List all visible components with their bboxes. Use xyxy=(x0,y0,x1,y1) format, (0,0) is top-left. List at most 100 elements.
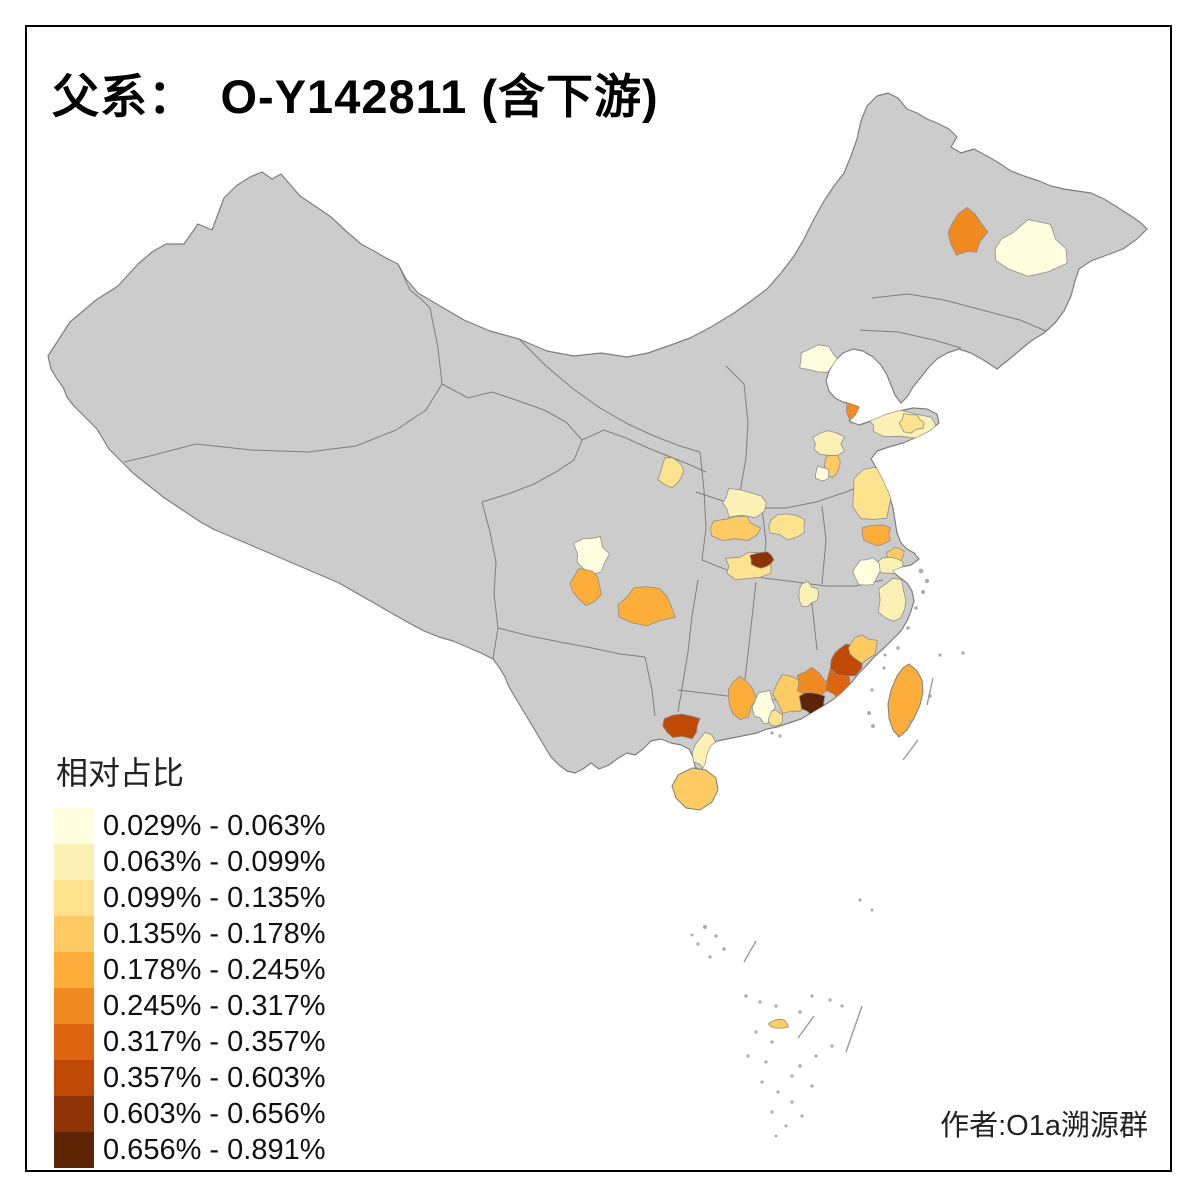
province-border-line xyxy=(821,505,827,585)
province-border-line xyxy=(497,627,646,658)
sea-boundary-dash xyxy=(926,677,934,706)
sea-boundary-dash xyxy=(845,1005,863,1053)
map-region xyxy=(947,206,989,256)
legend-label: 0.603% - 0.656% xyxy=(103,1097,326,1130)
legend-swatch xyxy=(54,808,94,844)
legend-swatch xyxy=(54,844,94,880)
islet-dot xyxy=(867,711,871,715)
map-region xyxy=(662,713,701,740)
legend-title: 相对占比 xyxy=(56,755,185,791)
islet-dot xyxy=(828,998,832,1002)
map-region xyxy=(710,515,762,541)
sea-boundary-dash xyxy=(902,739,919,761)
islet-dot xyxy=(760,1080,764,1084)
province-border-line xyxy=(699,451,707,561)
islet-dot xyxy=(798,1064,802,1068)
map-region xyxy=(877,577,907,622)
province-border-line xyxy=(441,383,583,503)
legend-label: 0.063% - 0.099% xyxy=(103,845,326,878)
legend-label: 0.245% - 0.317% xyxy=(103,989,326,1022)
islet-dot xyxy=(774,1004,778,1008)
legend-row: 0.245% - 0.317% xyxy=(54,988,325,1024)
map-region xyxy=(861,524,892,547)
islet-dot xyxy=(770,1110,774,1114)
map-region xyxy=(722,487,767,519)
map-region xyxy=(994,219,1068,277)
islet-dot xyxy=(754,1030,758,1034)
legend-row: 0.029% - 0.063% xyxy=(54,808,325,844)
islet-dot xyxy=(840,1004,844,1008)
islet-dot xyxy=(790,1100,794,1104)
island-hainan xyxy=(671,767,719,811)
legend-label: 0.656% - 0.891% xyxy=(103,1133,326,1166)
legend-swatch xyxy=(54,1024,94,1060)
islet-dot xyxy=(776,1090,780,1094)
map-region xyxy=(798,581,819,607)
legend-row: 0.178% - 0.245% xyxy=(54,952,325,988)
islet-dot xyxy=(708,955,712,959)
islet-dot xyxy=(810,994,814,998)
map-region xyxy=(848,634,878,664)
legend-rows: 0.029% - 0.063% 0.063% - 0.099% 0.099% - 0… xyxy=(54,808,325,1168)
islet-dot xyxy=(770,1040,774,1044)
province-border-line xyxy=(481,501,499,660)
islet-dot xyxy=(918,568,924,574)
islet-dot xyxy=(921,590,925,594)
islet-dot xyxy=(714,934,718,938)
legend: 相对占比 0.029% - 0.063% 0.063% - 0.099% 0.099… xyxy=(54,748,325,1168)
page-title: 父系： O-Y142811 (含下游) xyxy=(52,70,659,123)
map-region xyxy=(799,344,839,373)
islet-dot xyxy=(870,688,874,692)
islet-dot xyxy=(744,994,748,998)
legend-swatch xyxy=(54,952,94,988)
sea-boundary-dash xyxy=(743,940,757,963)
islet-dot xyxy=(896,646,900,650)
islet-dot xyxy=(764,1060,768,1064)
islet-dot xyxy=(800,1114,804,1118)
legend-row: 0.603% - 0.656% xyxy=(54,1096,325,1132)
province-border-line xyxy=(871,293,1047,332)
islet-dot xyxy=(784,1124,788,1128)
islet-dot xyxy=(690,933,694,937)
province-border-line xyxy=(677,579,699,713)
island-taiwan xyxy=(887,663,924,738)
sea-islets xyxy=(690,568,965,1138)
legend-swatch xyxy=(54,1132,94,1168)
legend-row: 0.357% - 0.603% xyxy=(54,1060,325,1096)
legend-label: 0.099% - 0.135% xyxy=(103,881,326,914)
islet-dot xyxy=(858,898,862,902)
legend-label: 0.029% - 0.063% xyxy=(103,809,326,842)
islet-dot xyxy=(774,1134,778,1138)
map-region xyxy=(852,466,894,520)
islet-dot xyxy=(924,578,930,584)
islet-dot xyxy=(798,1010,802,1014)
map-region xyxy=(573,536,610,575)
province-border-line xyxy=(725,365,749,493)
legend-label: 0.178% - 0.245% xyxy=(103,953,326,986)
islet-dot xyxy=(883,653,887,657)
map-region xyxy=(898,413,925,434)
islet-dot xyxy=(758,1000,762,1004)
islet-dot xyxy=(882,666,886,670)
map-region xyxy=(768,709,784,727)
legend-swatch xyxy=(54,880,94,916)
legend-row: 0.135% - 0.178% xyxy=(54,916,325,952)
islet-dot xyxy=(908,719,912,723)
islet-dot xyxy=(810,1084,814,1088)
islet-dot xyxy=(722,947,726,951)
map-region xyxy=(768,1018,789,1029)
legend-row: 0.317% - 0.357% xyxy=(54,1024,325,1060)
map-region xyxy=(749,551,775,569)
islet-dot xyxy=(778,734,782,738)
map-region xyxy=(768,513,806,541)
islet-dot xyxy=(870,908,874,912)
legend-swatch xyxy=(54,988,94,1024)
map-region xyxy=(815,465,830,482)
province-border-line xyxy=(518,338,701,453)
legend-label: 0.357% - 0.603% xyxy=(103,1061,326,1094)
map-region xyxy=(657,457,685,489)
islet-dot xyxy=(696,942,700,946)
islet-dot xyxy=(703,925,707,929)
